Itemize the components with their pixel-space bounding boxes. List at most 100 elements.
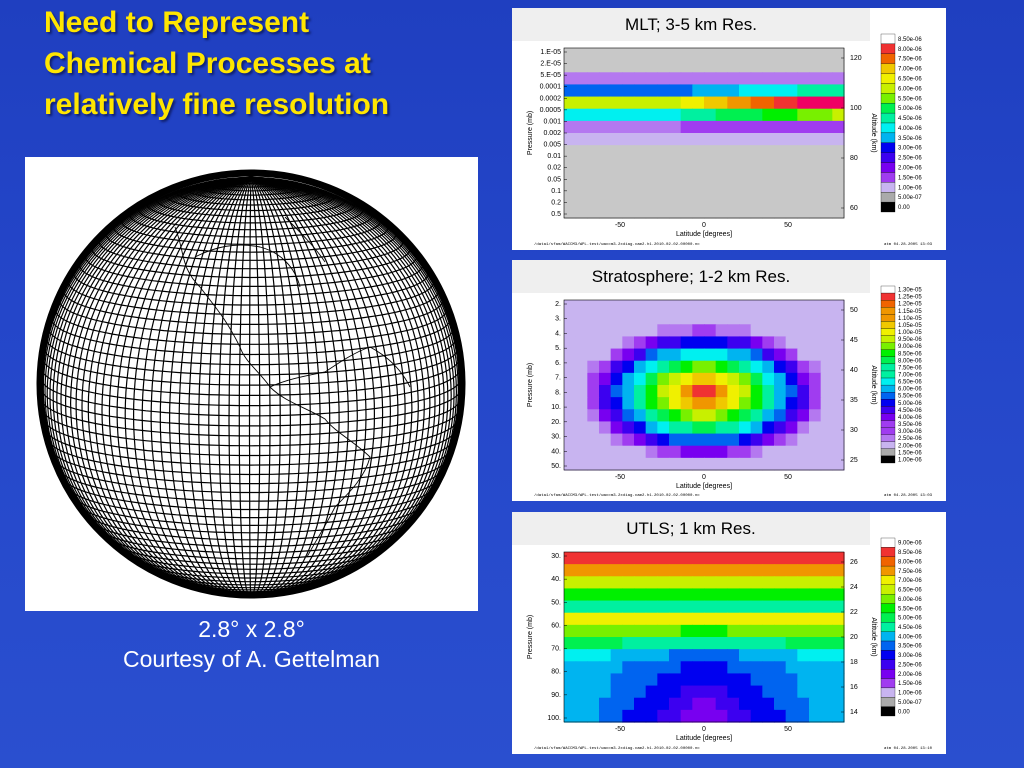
field-cell (832, 709, 845, 723)
legend-swatch (880, 455, 896, 464)
latitude-line (137, 209, 365, 231)
field-cell (739, 348, 752, 362)
field-cell (785, 457, 798, 471)
legend-label: 5.00e-07 (898, 700, 922, 706)
field-cell (820, 181, 833, 195)
legend-swatch (880, 182, 896, 193)
field-cell (832, 649, 845, 662)
latitude-line (41, 400, 461, 437)
field-cell (564, 120, 577, 134)
field-cell (785, 96, 798, 110)
field-cell (704, 433, 717, 447)
field-cell (820, 300, 833, 313)
field-cell (739, 108, 752, 122)
legend-swatch (880, 53, 896, 64)
field-cell (715, 576, 728, 590)
field-cell (669, 181, 682, 195)
field-cell (669, 145, 682, 158)
field-cell (785, 312, 798, 325)
field-cell (610, 181, 623, 195)
field-cell (750, 600, 763, 614)
field-cell (715, 181, 728, 195)
field-cell (587, 348, 600, 362)
field-cell (610, 145, 623, 158)
field-cell (669, 600, 682, 614)
legend-label: 1.50e-06 (898, 681, 922, 687)
field-cell (645, 169, 658, 183)
legend-swatch (880, 669, 896, 679)
field-cell (762, 709, 775, 723)
longitude-line (101, 176, 252, 591)
legend-label: 7.00e-06 (898, 67, 922, 73)
latitude-line (54, 309, 448, 345)
field-cell (587, 709, 600, 723)
field-cell (762, 300, 775, 313)
field-cell (587, 205, 600, 219)
field-cell (587, 697, 600, 711)
field-cell (820, 709, 833, 723)
legend-swatch (880, 314, 896, 322)
field-cell (715, 661, 728, 675)
field-cell (587, 421, 600, 435)
field-cell (669, 433, 682, 447)
field-cell (622, 145, 635, 158)
field-cell (669, 169, 682, 183)
field-cell (727, 457, 740, 471)
field-cell (797, 84, 810, 98)
field-cell (739, 661, 752, 675)
field-cell (832, 397, 845, 410)
field-cell (797, 649, 810, 662)
field-cell (785, 612, 798, 626)
field-cell (634, 120, 647, 134)
legend-label: 5.50e-06 (898, 96, 922, 102)
legend-swatch (880, 93, 896, 104)
latitude-tick: 0 (702, 474, 706, 481)
field-cell (739, 637, 752, 650)
field-cell (832, 600, 845, 614)
field-cell (587, 433, 600, 447)
longitude-line (218, 177, 252, 594)
field-cell (610, 637, 623, 650)
field-cell (832, 552, 845, 565)
legend-swatch (880, 103, 896, 114)
field-cell (610, 552, 623, 565)
field-cell (669, 612, 682, 626)
field-cell (634, 433, 647, 447)
legend-label: 1.25e-05 (898, 295, 922, 301)
pressure-tick: 40. (551, 576, 561, 583)
field-cell (657, 181, 670, 195)
field-cell (622, 193, 635, 207)
y-axis-label: Pressure (mb) (527, 363, 534, 407)
field-cell (564, 624, 577, 638)
field-cell (692, 385, 705, 398)
field-cell (739, 72, 752, 86)
legend-label: 7.50e-06 (898, 569, 922, 575)
x-axis-label: Latitude [degrees] (676, 231, 732, 238)
field-cell (610, 120, 623, 134)
field-cell (774, 360, 787, 374)
field-cell (809, 157, 822, 171)
field-cell (820, 457, 833, 471)
pressure-tick: 5. (555, 345, 561, 352)
field-cell (797, 324, 810, 338)
field-cell (750, 685, 763, 699)
field-cell (704, 612, 717, 626)
field-cell (762, 588, 775, 602)
latitude-line (105, 234, 397, 261)
legend-swatch (880, 83, 896, 94)
legend-label: 4.50e-06 (898, 408, 922, 414)
field-cell (622, 72, 635, 86)
field-cell (692, 649, 705, 662)
field-cell (739, 445, 752, 459)
field-cell (657, 348, 670, 362)
legend-swatch (880, 192, 896, 203)
field-cell (692, 709, 705, 723)
field-cell (610, 60, 623, 73)
field-cell (564, 96, 577, 110)
field-cell (564, 181, 577, 195)
field-cell (564, 108, 577, 122)
field-cell (634, 409, 647, 423)
field-cell (692, 133, 705, 146)
field-cell (657, 661, 670, 675)
field-cell (832, 588, 845, 602)
